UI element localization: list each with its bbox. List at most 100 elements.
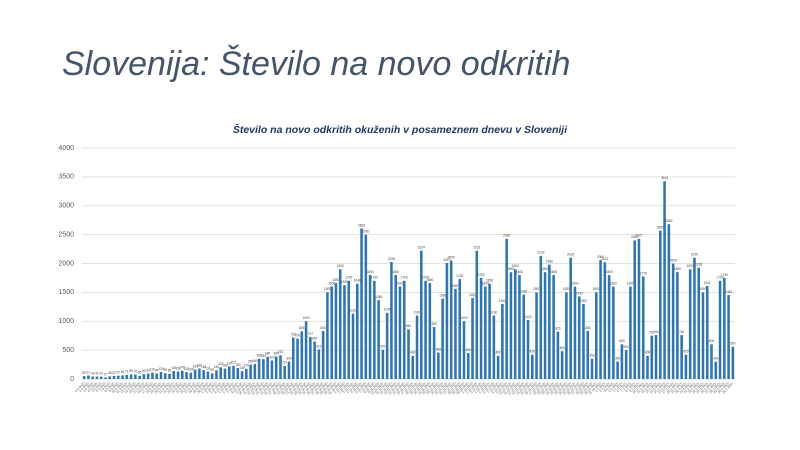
bar: [309, 337, 312, 379]
data-label: 1900: [512, 264, 519, 268]
data-label: 1130: [350, 309, 357, 313]
bar: [360, 228, 363, 379]
data-label: 820: [555, 326, 561, 330]
data-label: 2224: [418, 245, 425, 249]
data-label: 1100: [490, 310, 497, 314]
y-tick-label: 1000: [58, 318, 74, 325]
x-tick-label: 8.1.2021: [624, 381, 636, 393]
bar: [291, 337, 295, 379]
data-label: 860: [406, 324, 412, 328]
bar: [377, 300, 380, 379]
data-label: 1800: [550, 270, 557, 274]
data-label: 2060: [597, 255, 604, 259]
data-label: 1850: [542, 267, 549, 271]
bar: [432, 327, 436, 379]
data-label: 1100: [414, 310, 421, 314]
data-label: 155: [201, 365, 207, 369]
data-label: 1800: [606, 270, 613, 274]
data-label: 1650: [486, 279, 493, 283]
bar: [731, 346, 735, 379]
y-tick-label: 1500: [58, 289, 74, 296]
data-label: 700: [295, 333, 301, 337]
data-label: 55: [138, 371, 142, 375]
bar: [428, 283, 432, 379]
data-label: 2500: [362, 229, 369, 233]
data-label: 300: [713, 357, 719, 361]
bar: [134, 374, 137, 379]
bar: [697, 267, 701, 379]
data-label: 76: [134, 369, 138, 373]
bar: [641, 276, 645, 379]
bar: [667, 224, 671, 379]
bar: [112, 375, 116, 379]
bar: [364, 234, 368, 379]
bar: [398, 286, 402, 379]
data-label: 385: [265, 352, 271, 356]
data-label: 2606: [358, 223, 365, 227]
bar: [283, 365, 287, 379]
bar: [471, 298, 474, 379]
bar: [501, 303, 504, 379]
data-label: 512: [316, 344, 322, 348]
data-label: 109: [188, 368, 194, 372]
bar: [488, 283, 491, 379]
bar: [569, 257, 572, 379]
data-label: 2680: [665, 219, 672, 223]
bar: [87, 375, 90, 379]
bar: [394, 275, 397, 379]
data-label: 420: [530, 350, 536, 354]
data-label: 61: [87, 370, 91, 374]
data-label: 203: [218, 362, 224, 366]
bar: [705, 285, 709, 379]
data-label: 145: [180, 365, 186, 369]
data-label: 1900: [337, 264, 344, 268]
chart-title: Število na novo odkritih okuženih v posa…: [233, 123, 568, 136]
data-label: 2000: [670, 258, 677, 262]
bar: [347, 280, 351, 379]
bar: [257, 358, 261, 379]
data-label: 120: [184, 367, 190, 371]
data-label: 507: [380, 345, 386, 349]
data-label: 3424: [661, 176, 668, 180]
bar: [616, 361, 619, 379]
bar: [688, 269, 692, 379]
data-label: 1430: [576, 291, 583, 295]
bar: [402, 280, 406, 379]
bar: [646, 355, 649, 379]
bar: [151, 372, 154, 379]
data-label: 300: [286, 357, 292, 361]
data-label: 80: [129, 369, 133, 373]
data-label: 650: [312, 336, 318, 340]
data-label: 227: [231, 361, 237, 365]
data-label: 300: [615, 357, 621, 361]
data-label: 1500: [533, 287, 540, 291]
bar: [522, 294, 526, 379]
data-label: 1625: [341, 280, 348, 284]
bar: [159, 372, 163, 379]
data-label: 400: [410, 351, 416, 355]
data-label: 1300: [499, 299, 506, 303]
data-label: 1648: [354, 279, 361, 283]
bar: [723, 277, 726, 379]
bar: [582, 303, 585, 379]
data-label: 190: [235, 363, 241, 367]
data-label: 1600: [571, 281, 578, 285]
bar: [671, 263, 675, 379]
bar: [300, 331, 304, 379]
data-label: 50: [82, 371, 86, 375]
data-label: 1600: [328, 281, 335, 285]
bar: [727, 295, 730, 379]
data-label: 560: [730, 342, 736, 346]
data-label: 1700: [345, 276, 352, 280]
bar: [210, 373, 214, 379]
y-tick-label: 2500: [58, 231, 74, 238]
data-label: 180: [197, 363, 203, 367]
data-label: 180: [222, 363, 228, 367]
data-label: 217: [227, 361, 233, 365]
bar: [590, 358, 594, 379]
bar: [223, 368, 227, 379]
bar: [334, 283, 338, 379]
bar: [659, 230, 662, 379]
bar: [484, 286, 487, 379]
data-label: 1460: [520, 290, 527, 294]
